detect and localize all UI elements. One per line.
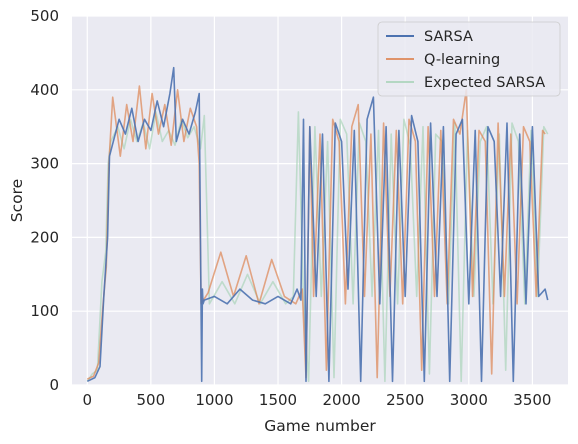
tick-labels: 0 500 1000 1500 2000 2500 3000 3500 0 100 200 300 40…	[30, 7, 551, 409]
legend-box	[377, 21, 561, 97]
legend-label: Q-learning	[424, 52, 500, 68]
y-axis-label: Score	[8, 179, 26, 222]
x-tick-label: 1500	[259, 391, 297, 409]
series-line-q-learning	[86, 85, 546, 380]
legend-label: SARSA	[424, 29, 473, 45]
y-tick-label: 300	[30, 155, 59, 173]
x-tick-label: 3000	[450, 391, 488, 409]
legend-label: Expected SARSA	[424, 75, 545, 91]
series-line-sarsa	[86, 66, 549, 383]
x-tick-label: 2000	[323, 391, 361, 409]
y-tick-label: 100	[30, 302, 59, 320]
x-axis-label: Game number	[264, 417, 376, 435]
legend: SARSA Q-learning Expected SARSA	[377, 21, 561, 97]
x-tick-label: 3500	[513, 391, 551, 409]
x-tick-label: 2500	[386, 391, 424, 409]
y-tick-label: 200	[30, 228, 59, 246]
y-tick-label: 0	[49, 376, 59, 394]
series-layer	[86, 66, 549, 383]
x-tick-label: 500	[137, 391, 166, 409]
x-tick-label: 1000	[195, 391, 233, 409]
y-tick-label: 400	[30, 81, 59, 99]
x-tick-label: 0	[82, 391, 92, 409]
y-tick-label: 500	[30, 7, 59, 25]
